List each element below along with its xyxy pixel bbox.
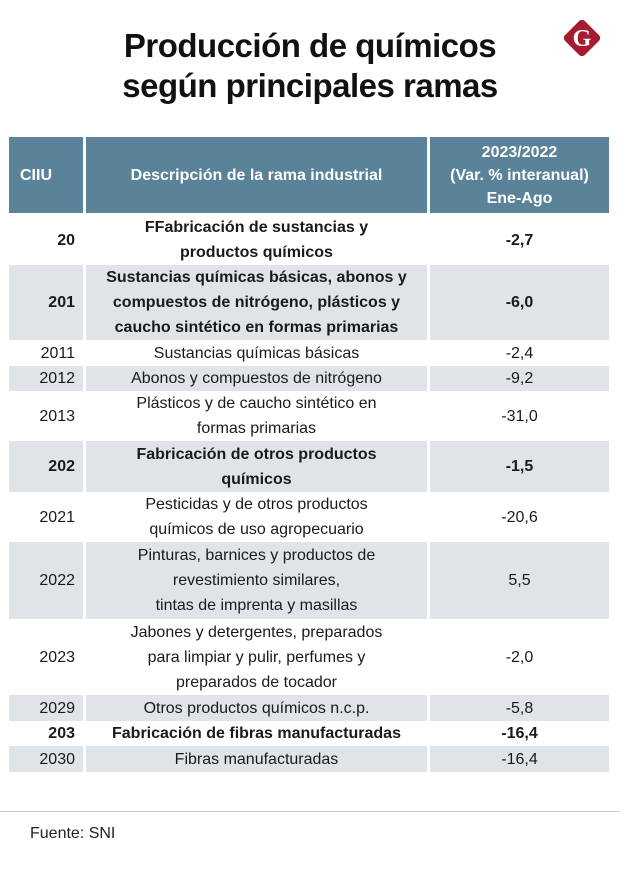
cell-ciiu: 201 (9, 265, 83, 340)
description-line: químicos (221, 470, 292, 488)
cell-description: Fabricación de fibras manufacturadas (86, 721, 427, 746)
table-row: 2021 Pesticidas y de otros productos quími… (9, 492, 609, 542)
description-line: tintas de imprenta y masillas (155, 597, 358, 614)
cell-description: Abonos y compuestos de nitrógeno (86, 366, 427, 391)
logo-letter: G (573, 26, 592, 52)
description-line: Fabricación de otros productos (136, 445, 377, 463)
divider (0, 811, 620, 812)
description-line: formas primarias (196, 420, 317, 437)
table-row: 202 Fabricación de otros productos químico… (9, 441, 609, 492)
header-variation: 2023/2022 (Var. % interanual) Ene-Ago (430, 137, 609, 213)
cell-value: -20,6 (501, 508, 538, 526)
cell-description: Otros productos químicos n.c.p. (86, 695, 427, 721)
description-line: Sustancias químicas básicas (153, 344, 360, 362)
description-line: caucho sintético en formas primarias (114, 319, 399, 336)
description-line: Otros productos químicos n.c.p. (143, 699, 370, 717)
cell-description: FFabricación de sustancias y productos qu… (86, 215, 427, 265)
table-header: CIIU Descripción de la rama industrial 2… (9, 137, 609, 213)
source-note: Fuente: SNI (30, 825, 116, 842)
description-line: químicos de uso agropecuario (149, 521, 364, 538)
cell-description: Plásticos y de caucho sintético en formas… (86, 391, 427, 441)
title-line-2: según principales ramas (122, 67, 498, 104)
description-line: Abonos y compuestos de nitrógeno (131, 370, 382, 387)
data-table: CIIU Descripción de la rama industrial 2… (9, 137, 609, 772)
description-line: compuestos de nitrógeno, plásticos y (112, 294, 401, 311)
cell-ciiu: 2030 (9, 746, 83, 772)
description-line: productos químicos (180, 244, 333, 261)
description-line: preparados de tocador (175, 673, 337, 691)
cell-ciiu: 2021 (39, 508, 75, 526)
cell-value: -31,0 (501, 407, 538, 425)
description-line: Plásticos y de caucho sintético en (136, 395, 377, 412)
cell-ciiu: 2011 (40, 344, 75, 362)
cell-value: -9,2 (430, 366, 609, 391)
description-line: Fabricación de fibras manufacturadas (112, 725, 401, 742)
description-line: Sustancias químicas básicas, abonos y (106, 269, 407, 286)
cell-description: Jabones y detergentes, preparados para li… (86, 619, 427, 695)
title-line-1: Producción de químicos (123, 27, 497, 64)
table-row: 201 Sustancias químicas básicas, abonos y… (9, 265, 609, 340)
cell-ciiu: 2012 (9, 366, 83, 391)
description-line: Jabones y detergentes, preparados (130, 623, 383, 641)
table-row: 2013 Plásticos y de caucho sintético en fo… (9, 391, 609, 441)
cell-description: Pesticidas y de otros productos químicos … (86, 492, 427, 542)
cell-value: -2,0 (505, 648, 534, 666)
table-row: 2012 Abonos y compuestos de nitrógeno -9,2 (9, 366, 609, 391)
cell-ciiu: 20 (57, 231, 75, 249)
page-title: Producción de químicos según principales… (0, 26, 620, 106)
cell-ciiu: 203 (48, 725, 75, 742)
cell-description: Fibras manufacturadas (86, 746, 427, 772)
cell-ciiu: 2022 (9, 542, 83, 619)
cell-value: 5,5 (430, 542, 609, 619)
description-line: para limpiar y pulir, perfumes y (147, 648, 366, 666)
cell-description: Sustancias químicas básicas (86, 340, 427, 366)
description-line: Pinturas, barnices y productos de (137, 547, 376, 564)
table-row: 2022 Pinturas, barnices y productos de rev… (9, 542, 609, 619)
description-line: Pesticidas y de otros productos (145, 496, 368, 513)
cell-value: -1,5 (430, 441, 609, 492)
description-line: FFabricación de sustancias y (144, 219, 369, 236)
table-row: 20 FFabricación de sustancias y productos … (9, 215, 609, 265)
table-row: 2011 Sustancias químicas básicas -2,4 (9, 340, 609, 366)
description-line: Fibras manufacturadas (174, 750, 339, 768)
cell-description: Fabricación de otros productos químicos (86, 441, 427, 492)
table-row: 203 Fabricación de fibras manufacturadas -… (9, 721, 609, 746)
cell-value: -6,0 (430, 265, 609, 340)
header-variation-line1: 2023/2022 (481, 143, 558, 161)
cell-value: -16,4 (430, 746, 609, 772)
g-logo-icon: G (563, 19, 601, 57)
cell-description: Pinturas, barnices y productos de revesti… (86, 542, 427, 619)
header-variation-line2: (Var. % interanual) (450, 166, 589, 184)
cell-description: Sustancias químicas básicas, abonos y com… (86, 265, 427, 340)
table-body: 20 FFabricación de sustancias y productos … (9, 213, 609, 772)
cell-ciiu: 2013 (39, 407, 75, 425)
cell-value: -2,7 (505, 231, 534, 249)
table-row: 2029 Otros productos químicos n.c.p. -5,8 (9, 695, 609, 721)
header-variation-line3: Ene-Ago (486, 189, 553, 207)
table-row: 2023 Jabones y detergentes, preparados par… (9, 619, 609, 695)
cell-value: -2,4 (505, 344, 534, 362)
cell-value: -16,4 (501, 725, 538, 742)
cell-ciiu: 202 (9, 441, 83, 492)
cell-ciiu: 2023 (39, 648, 75, 666)
cell-ciiu: 2029 (9, 695, 83, 721)
description-line: revestimiento similares, (172, 572, 341, 589)
header-ciiu: CIIU (9, 137, 83, 213)
table-row: 2030 Fibras manufacturadas -16,4 (9, 746, 609, 772)
cell-value: -5,8 (430, 695, 609, 721)
header-description: Descripción de la rama industrial (86, 137, 427, 213)
